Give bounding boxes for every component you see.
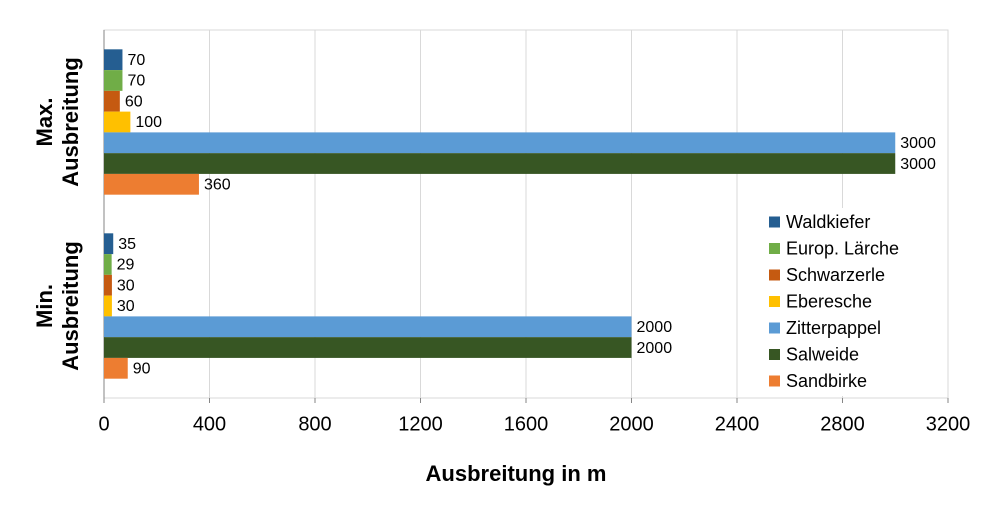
bar bbox=[104, 132, 896, 154]
x-tick-label: 1600 bbox=[504, 413, 549, 435]
bar bbox=[104, 254, 112, 275]
data-label: 2000 bbox=[637, 340, 673, 357]
legend-marker bbox=[769, 216, 780, 228]
bar bbox=[104, 153, 896, 174]
bar bbox=[104, 295, 112, 317]
bar bbox=[104, 274, 112, 296]
data-label: 90 bbox=[133, 361, 151, 378]
legend-label: Zitterpappel bbox=[786, 318, 881, 338]
data-label: 70 bbox=[127, 52, 145, 69]
legend-marker bbox=[769, 269, 780, 281]
bar bbox=[104, 90, 120, 112]
data-label: 3000 bbox=[900, 156, 936, 173]
data-label: 29 bbox=[117, 257, 135, 274]
x-tick-label: 400 bbox=[193, 413, 226, 435]
x-tick-label: 3200 bbox=[926, 413, 971, 435]
data-label: 30 bbox=[117, 298, 135, 315]
legend: Waldkiefer Europ. Lärche Schwarzerle Eberes… bbox=[762, 208, 932, 396]
data-label: 100 bbox=[135, 114, 162, 131]
data-label: 60 bbox=[125, 93, 143, 110]
bar bbox=[104, 233, 114, 255]
legend-label: Sandbirke bbox=[786, 371, 867, 391]
data-label: 360 bbox=[204, 177, 231, 194]
x-tick-label: 2800 bbox=[820, 413, 865, 435]
bar bbox=[104, 173, 199, 195]
data-label: 30 bbox=[117, 277, 135, 294]
y-category-label: Min. Ausbreitung bbox=[32, 241, 83, 371]
legend-marker bbox=[769, 375, 780, 387]
y-category-label: Max. Ausbreitung bbox=[32, 57, 83, 187]
bar bbox=[104, 70, 123, 91]
x-tick-label: 800 bbox=[298, 413, 331, 435]
legend-marker bbox=[769, 243, 780, 254]
x-tick-label: 2000 bbox=[609, 413, 654, 435]
legend-label: Europ. Lärche bbox=[786, 238, 899, 258]
legend-label: Eberesche bbox=[786, 291, 872, 311]
bar bbox=[104, 337, 632, 358]
bar bbox=[104, 111, 131, 133]
bar bbox=[104, 316, 632, 338]
plot-area: 0 400 800 1200 1600 2000 2400 2800 3200 70 70 60 100… bbox=[98, 29, 971, 435]
legend-marker bbox=[769, 322, 780, 334]
bar bbox=[104, 49, 123, 71]
x-axis-title: Ausbreitung in m bbox=[426, 461, 607, 486]
legend-label: Schwarzerle bbox=[786, 265, 885, 285]
data-label: 3000 bbox=[900, 135, 936, 152]
x-tick-label: 1200 bbox=[398, 413, 443, 435]
legend-background bbox=[762, 208, 932, 396]
legend-label: Waldkiefer bbox=[786, 212, 870, 232]
data-label: 35 bbox=[118, 236, 136, 253]
x-tick-label: 2400 bbox=[715, 413, 760, 435]
data-label: 2000 bbox=[637, 319, 673, 336]
data-label: 70 bbox=[127, 73, 145, 90]
legend-marker bbox=[769, 349, 780, 360]
x-tick-label: 0 bbox=[98, 413, 109, 435]
legend-marker bbox=[769, 296, 780, 307]
bar bbox=[104, 357, 128, 379]
legend-label: Salweide bbox=[786, 344, 859, 364]
